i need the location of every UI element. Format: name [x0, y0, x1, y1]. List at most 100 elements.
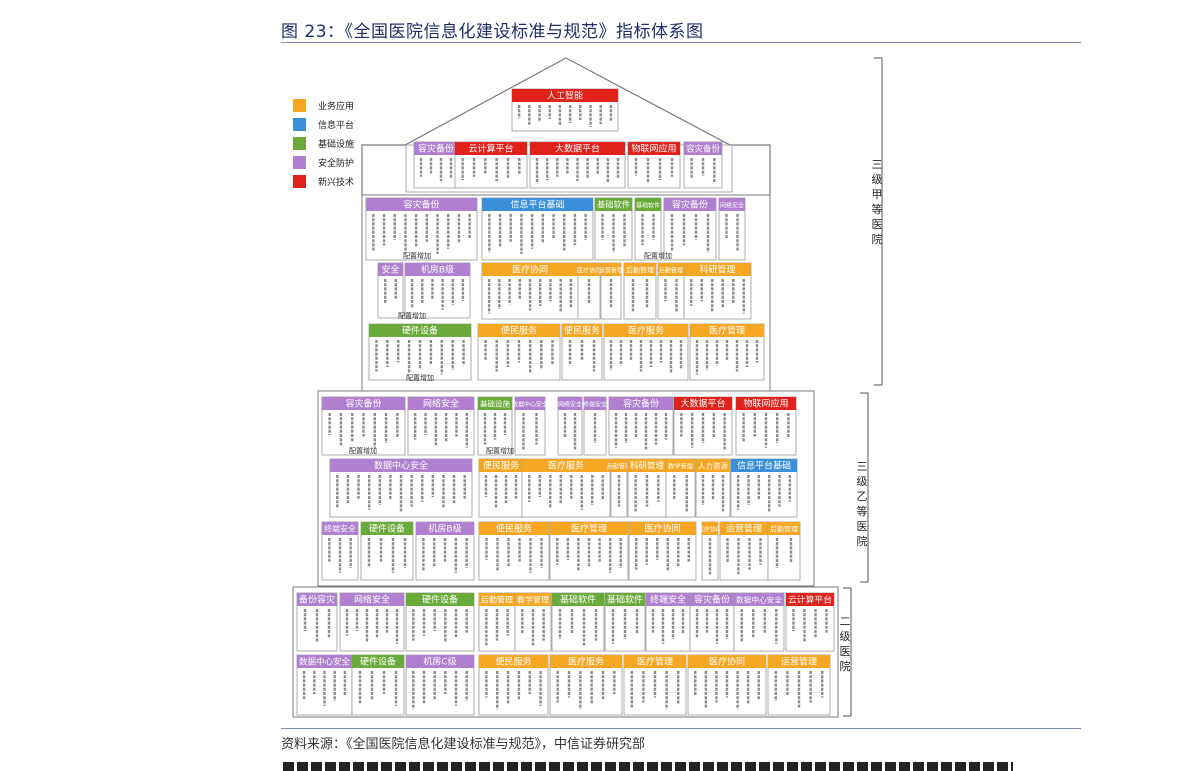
- module-block: 便民服务: [478, 458, 524, 518]
- module-label: 物联网应用: [631, 143, 676, 155]
- module-header: [515, 397, 545, 410]
- tier-label-char: 级: [872, 173, 883, 186]
- module-block: 硬件设备: [405, 592, 475, 652]
- tier-label-char: 等: [857, 504, 868, 518]
- module-header: [406, 655, 474, 668]
- legend-label: 基础设施: [318, 138, 354, 150]
- module-label: 容灾备份: [672, 199, 708, 211]
- module-header: [734, 593, 784, 606]
- module-header: [479, 593, 515, 606]
- module-header: [479, 459, 523, 472]
- tier-label-char: 级: [857, 475, 868, 488]
- module-block: 大数据平台: [529, 141, 626, 189]
- config-note: 配置增加: [406, 373, 434, 382]
- module-header: [366, 198, 477, 211]
- module-header: [478, 324, 560, 337]
- module-block: 物联网应用: [627, 141, 681, 189]
- module-label: 云计算平台: [468, 143, 513, 155]
- module-block: 医疗管理: [623, 654, 687, 716]
- module-header: [658, 263, 684, 276]
- tier-label-char: 医: [857, 520, 868, 533]
- module-label: 运营管理: [781, 656, 817, 668]
- module-header: [688, 655, 766, 668]
- module-label: 医疗管理: [709, 325, 745, 337]
- source-note: 资料来源：《全国医院信息化建设标准与规范》，中信证券研究部: [281, 737, 646, 752]
- tier-label-char: 院: [872, 232, 883, 246]
- tier-label-char: 医: [840, 645, 851, 658]
- module-header: [646, 593, 690, 606]
- module-label: 医疗协同: [709, 656, 745, 668]
- module-block: 后勤管理: [607, 458, 631, 518]
- module-block: 科研管理: [683, 262, 752, 320]
- module-header: [664, 198, 716, 211]
- module-block: 硬件设备: [368, 323, 472, 381]
- module-label: 科研管理: [699, 264, 735, 276]
- module-header: [558, 397, 582, 410]
- module-block: 网络安全: [557, 396, 583, 456]
- module-label: 数据中心安全: [736, 595, 782, 605]
- module-header: [330, 459, 472, 472]
- module-header: [297, 655, 352, 668]
- module-block: 容灾备份: [413, 141, 459, 189]
- tier-bracket: [860, 392, 869, 583]
- module-label: 便民服务: [501, 325, 537, 337]
- module-label: 备份容灾: [299, 594, 335, 606]
- module-header: [731, 459, 797, 472]
- module-label: 硬件设备: [402, 325, 438, 337]
- module-header: [479, 522, 549, 535]
- legend-label: 新兴技术: [318, 176, 354, 188]
- module-block: 信息平台基础: [481, 197, 594, 261]
- module-block: 后勤管理: [657, 262, 685, 320]
- module-label: 大数据平台: [680, 398, 725, 410]
- module-header: [408, 397, 474, 410]
- module-label: 容灾备份: [418, 143, 454, 155]
- module-label: 运营管理: [599, 267, 623, 275]
- module-block: 医疗服务: [521, 458, 611, 518]
- module-header: [584, 397, 606, 410]
- module-label: 容灾备份: [345, 398, 381, 410]
- title-underline: [281, 42, 1081, 43]
- module-block: 科研管理: [627, 458, 667, 518]
- module-label: 机房B级: [428, 523, 461, 535]
- module-block: 医疗协同: [577, 262, 601, 320]
- module-block: 医疗协同: [687, 654, 767, 716]
- module-block: 人力资源: [695, 458, 731, 518]
- module-block: 硬件设备: [360, 521, 414, 581]
- module-header: [479, 655, 548, 668]
- module-block: 医疗服务: [603, 323, 689, 381]
- module-label: 后勤管理: [626, 266, 654, 275]
- tier-label-char: 二: [840, 615, 851, 628]
- module-label: 基础软件: [636, 202, 660, 210]
- module-header: [595, 198, 632, 211]
- tier-label-char: 甲: [872, 188, 883, 201]
- module-block: 机房B级: [404, 262, 471, 319]
- module-block: 大数据平台: [673, 396, 733, 456]
- module-header: [297, 593, 337, 606]
- module-block: 机房C级: [405, 654, 475, 716]
- module-label: 运营管理: [726, 523, 762, 535]
- module-block: 运营管理: [719, 521, 769, 581]
- module-label: 容灾备份: [686, 144, 721, 155]
- module-block: 终端安全: [583, 396, 607, 456]
- module-label: 硬件设备: [369, 523, 405, 535]
- module-label: 后勤管理: [607, 463, 631, 471]
- module-header: [340, 593, 404, 606]
- module-label: 网络安全: [558, 401, 582, 409]
- config-note: 配置增加: [644, 251, 672, 260]
- cut-off-text: [283, 762, 1013, 771]
- roof-outline: [361, 57, 771, 195]
- module-block: 安全: [377, 262, 404, 319]
- module-label: 机房C级: [423, 656, 456, 668]
- module-label: 后勤管理: [481, 595, 513, 605]
- module-block: 网络安全: [407, 396, 475, 456]
- module-label: 人力资源: [698, 461, 728, 471]
- module-label: 基础软件: [560, 594, 596, 606]
- config-note: 配置增加: [403, 251, 431, 260]
- module-label: 大数据平台: [555, 143, 600, 155]
- module-block: 云计算平台: [785, 592, 835, 652]
- module-label: 网络安全: [720, 202, 744, 210]
- source-rule: [281, 728, 1081, 729]
